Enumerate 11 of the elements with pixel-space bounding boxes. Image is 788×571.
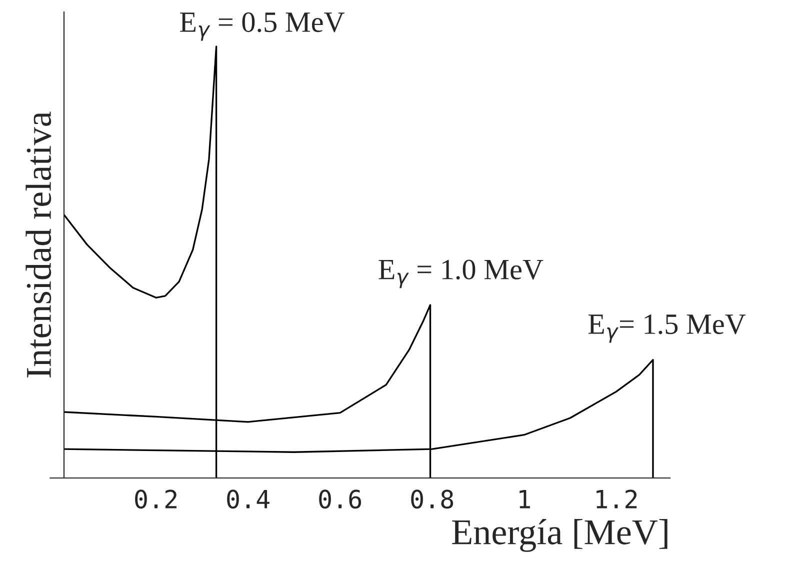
y-axis-title: Intensidad relativa [26, 112, 52, 378]
x-axis-title: Energía [MeV] [452, 518, 668, 552]
annotation: E$_{γ}$ = 0.5 MeV [180, 12, 345, 41]
annotation: E$_{γ}$ = 1.0 MeV [378, 260, 544, 288]
x-tick-label: 1.2 [596, 490, 637, 508]
x-tick-label: 0.6 [319, 490, 362, 509]
x-tick-label: 0.2 [135, 490, 176, 509]
x-tick-label: 0.4 [227, 490, 270, 509]
annotation: E$_{γ}$= 1.5 MeV [588, 314, 746, 343]
x-tick-label: 1 [520, 490, 530, 508]
x-tick-label: 0.8 [411, 490, 454, 509]
